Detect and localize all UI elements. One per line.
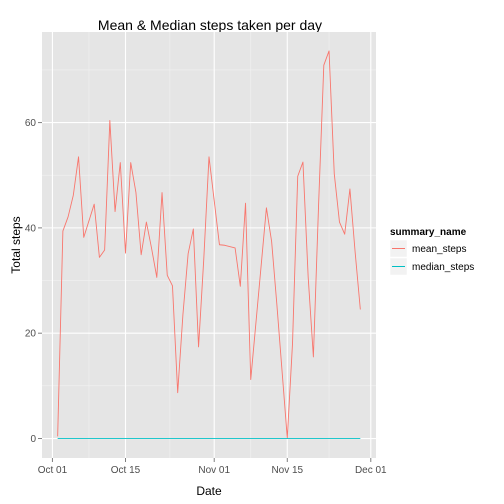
x-tick-label: Oct 15	[111, 465, 141, 476]
chart-title: Mean & Median steps taken per day	[98, 17, 322, 33]
x-tick-label: Nov 15	[271, 465, 303, 476]
x-axis-title: Date	[196, 484, 222, 498]
x-tick-label: Nov 01	[198, 465, 230, 476]
x-tick-label: Oct 01	[38, 465, 68, 476]
legend-label-mean_steps: mean_steps	[412, 244, 466, 255]
plot-panel	[42, 32, 376, 458]
y-tick-label: 40	[25, 223, 37, 234]
x-axis: Oct 01 Oct 15 Nov 01 Nov 15 Dec 01	[38, 458, 387, 476]
y-tick-label: 20	[25, 329, 37, 340]
legend-label-median_steps: median_steps	[412, 262, 474, 273]
y-axis-title: Total steps	[9, 216, 23, 273]
y-tick-label: 60	[25, 118, 37, 129]
series-line-mean_steps	[57, 50, 361, 439]
y-axis: 0 20 40 60	[25, 118, 42, 445]
series-layer	[57, 50, 361, 439]
y-tick-label: 0	[30, 434, 36, 445]
x-tick-label: Dec 01	[355, 465, 387, 476]
legend: summary_name mean_steps median_steps	[389, 227, 474, 276]
legend-title: summary_name	[390, 227, 467, 238]
